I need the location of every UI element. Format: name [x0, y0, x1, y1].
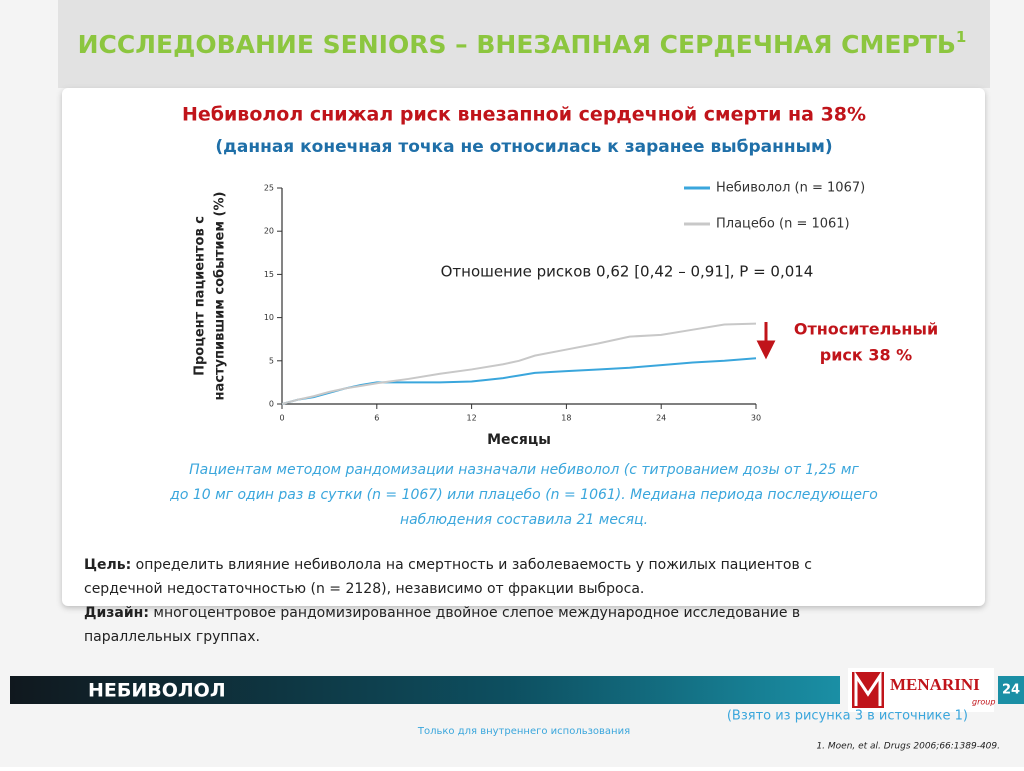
y-axis-label: наступившим событием (%) [213, 192, 228, 401]
footer-drug: НЕБИВОЛОЛ [88, 680, 226, 702]
goal-text: определить влияние небиволола на смертно… [131, 557, 812, 573]
risk-arrow [756, 322, 776, 360]
logo-m [854, 671, 882, 706]
x-tick-label: 18 [561, 414, 571, 423]
caption-line: до 10 мг один раз в сутки (n = 1067) или… [169, 487, 878, 503]
legend-label: Небиволол (n = 1067) [716, 181, 865, 196]
x-axis-label: Месяцы [487, 432, 551, 448]
caption: Пациентам методом рандомизации назначали… [169, 462, 878, 528]
card [62, 88, 985, 606]
y-axis-label: Процент пациентов с [193, 216, 208, 376]
title-band [58, 0, 990, 88]
reference: 1. Moen, et al. Drugs 2006;66:1389-409. [816, 742, 1000, 752]
goal-text: сердечной недостаточностью (n = 2128), н… [84, 581, 644, 597]
series-line [281, 322, 757, 405]
logo-sub: group [972, 698, 995, 707]
x-tick-label: 12 [467, 414, 477, 423]
x-tick-label: 6 [374, 414, 379, 423]
y-tick-label: 20 [264, 227, 274, 236]
source-note: (Взято из рисунка 3 в источнике 1) [727, 709, 968, 724]
y-tick-label: 15 [264, 270, 274, 279]
footer-bar [10, 676, 840, 704]
study-info: Цель: определить влияние небиволола на с… [84, 557, 812, 645]
design-text: многоцентровое рандомизированное двойное… [149, 605, 800, 621]
slide-title: ИССЛЕДОВАНИЕ SENIORS – ВНЕЗАПНАЯ СЕРДЕЧН… [78, 28, 967, 60]
y-tick-label: 0 [269, 400, 274, 409]
y-tick-label: 5 [269, 356, 274, 365]
headline: Небиволол снижал риск внезапной сердечно… [182, 104, 866, 126]
annotation: Отношение рисков 0,62 [0,42 – 0,91], P =… [441, 263, 814, 281]
internal-note: Только для внутреннего использования [417, 726, 630, 737]
page-number: 24 [1002, 683, 1020, 698]
chart: 0 5 10 15 20 25 0 6 12 18 24 30 Месяцы Процент пациен… [193, 181, 939, 449]
legend-label: Плацебо (n = 1061) [716, 217, 850, 232]
design-label: Дизайн: [84, 605, 149, 621]
design-text: параллельных группах. [84, 629, 260, 645]
risk-note: риск 38 % [820, 346, 912, 365]
goal-label: Цель: [84, 557, 131, 573]
logo-text: MENARINI [890, 675, 980, 694]
svg-text:Дизайн: многоцентровое рандоми: Дизайн: многоцентровое рандомизированное… [84, 605, 800, 621]
page-box [998, 676, 1024, 704]
subheadline: (данная конечная точка не относилась к з… [215, 137, 832, 157]
y-tick-label: 10 [264, 313, 274, 322]
risk-note: Относительный [794, 320, 938, 339]
title-sup: 1 [956, 28, 966, 46]
svg-text:Цель: определить влияние небив: Цель: определить влияние небиволола на с… [84, 557, 812, 573]
caption-line: Пациентам методом рандомизации назначали… [189, 462, 859, 478]
caption-line: наблюдения составила 21 месяц. [400, 512, 648, 528]
x-tick-label: 30 [751, 414, 761, 423]
y-tick-label: 25 [264, 184, 274, 193]
title-text: ИССЛЕДОВАНИЕ SENIORS – ВНЕЗАПНАЯ СЕРДЕЧН… [78, 30, 956, 59]
x-tick-label: 24 [656, 414, 666, 423]
x-tick-label: 0 [279, 414, 284, 423]
